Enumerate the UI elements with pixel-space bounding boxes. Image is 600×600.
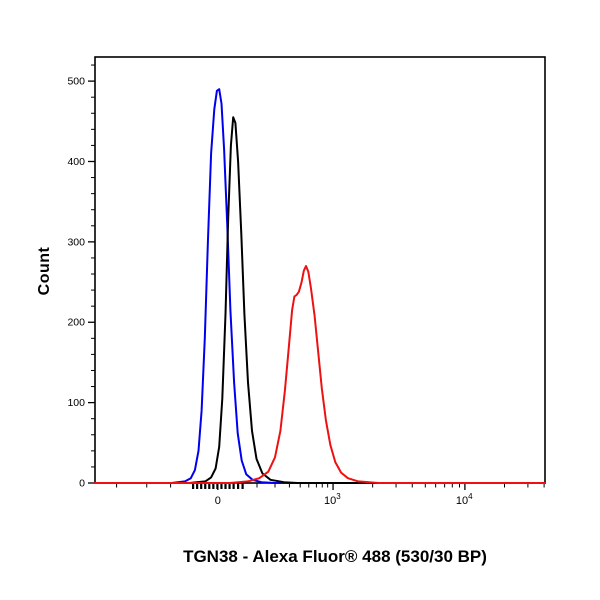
y-axis-label: Count [36, 246, 53, 296]
x-axis-title: TGN38 - Alexa Fluor® 488 (530/30 BP) [183, 547, 487, 566]
red-histogram-curve [94, 265, 546, 484]
y-tick-label: 0 [79, 478, 85, 490]
x-tick-label: 104 [456, 492, 473, 507]
black-histogram-curve [94, 116, 546, 484]
y-tick-label: 100 [67, 397, 85, 409]
x-tick-label: 0 [215, 495, 221, 507]
y-tick-label: 200 [67, 317, 85, 329]
y-tick-label: 400 [67, 156, 85, 168]
y-tick-label: 500 [67, 76, 85, 88]
x-tick-label: 103 [324, 492, 341, 507]
blue-histogram-curve [94, 88, 546, 484]
y-tick-label: 300 [67, 236, 85, 248]
plot-box [94, 56, 546, 484]
